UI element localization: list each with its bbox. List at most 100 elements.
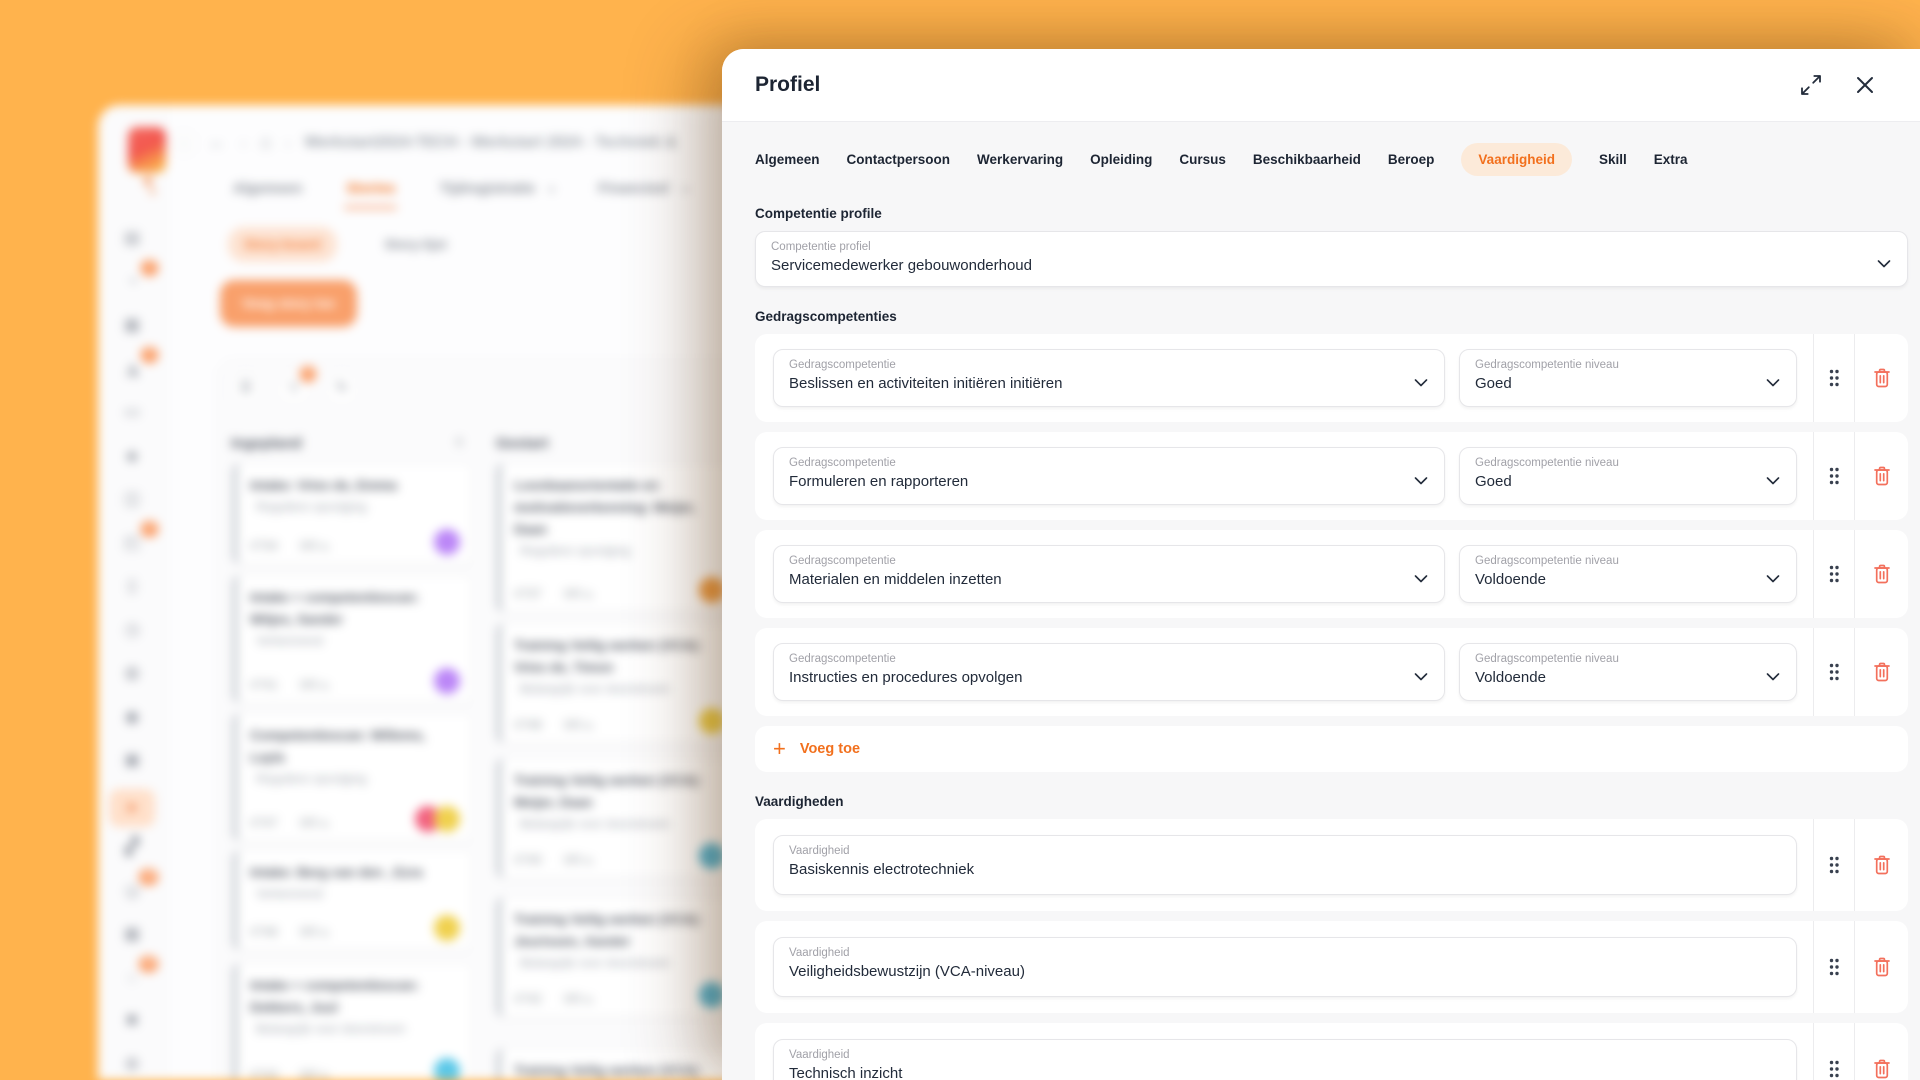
sidebar-item[interactable]: ▭ xyxy=(123,402,141,421)
sidebar-item[interactable]: ◍ xyxy=(124,663,140,682)
delete-button[interactable] xyxy=(1854,921,1908,1013)
drag-handle[interactable] xyxy=(1813,921,1854,1013)
refresh-button[interactable]: ↻ xyxy=(326,372,358,404)
sidebar-item[interactable]: ◷ xyxy=(124,619,140,639)
subtab-story-lijst[interactable]: Story-lijst xyxy=(384,237,447,252)
subtab-story-board[interactable]: Story-board xyxy=(228,227,337,262)
gedragscompetentie-select[interactable]: Gedragscompetentie Materialen en middele… xyxy=(773,545,1445,603)
tab-stories[interactable]: Stories xyxy=(344,181,398,209)
sidebar-item[interactable]: ▤ xyxy=(123,228,141,247)
column-count: 6 xyxy=(456,435,463,449)
sidebar-item[interactable]: ◈ xyxy=(125,445,139,465)
sidebar-item[interactable]: ◫ xyxy=(123,489,141,508)
sidebar-item-active[interactable]: ➤ xyxy=(109,788,155,827)
field-label: Gedragscompetentie xyxy=(789,457,896,469)
field-label: Gedragscompetentie xyxy=(789,359,896,371)
field-label: Gedragscompetentie niveau xyxy=(1475,359,1619,371)
tab-extra[interactable]: Extra xyxy=(1653,152,1688,167)
niveau-select[interactable]: Gedragscompetentie niveau Goed xyxy=(1459,447,1798,505)
expand-icon[interactable] xyxy=(1796,70,1826,100)
story-card[interactable]: Loonbaanorientatie en motivatieverkennin… xyxy=(497,463,737,612)
modal-title: Profiel xyxy=(755,73,821,96)
drag-handle[interactable] xyxy=(1813,334,1854,422)
tab-beschikbaarheid[interactable]: Beschikbaarheid xyxy=(1252,152,1361,167)
story-card[interactable]: Competentiescan: Willems, Layla Regulier… xyxy=(233,713,472,841)
sidebar-item[interactable]: ▯ xyxy=(127,576,137,595)
gedragscompetentie-row: Gedragscompetentie Materialen en middele… xyxy=(755,530,1908,618)
tab-algemeen[interactable]: Algemeen xyxy=(755,152,820,167)
niveau-select[interactable]: Gedragscompetentie niveau Goed xyxy=(1459,349,1798,407)
tab-vaardigheid[interactable]: Vaardigheid xyxy=(1461,143,1572,176)
vaardigheid-input[interactable]: Vaardigheid Veiligheidsbewustzijn (VCA-n… xyxy=(773,937,1798,997)
story-card[interactable]: Intake + competentiescan: Witjes, Sander… xyxy=(233,575,472,703)
story-card[interactable]: Training Veilig werken (VCA): Meerhoven … xyxy=(497,1048,737,1080)
vaardigheid-input[interactable]: Vaardigheid Technisch inzicht xyxy=(773,1039,1798,1080)
avatar xyxy=(434,1058,460,1080)
sidebar-item[interactable]: ▣ xyxy=(123,750,141,769)
drag-handle[interactable] xyxy=(1813,1023,1854,1080)
add-story-button[interactable]: Voeg story toe xyxy=(220,280,357,327)
drag-handle[interactable] xyxy=(1813,819,1854,911)
gedragscompetentie-select[interactable]: Gedragscompetentie Formuleren en rapport… xyxy=(773,447,1445,505)
chevron-down-icon xyxy=(1766,668,1780,686)
delete-button[interactable] xyxy=(1854,628,1908,716)
delete-button[interactable] xyxy=(1854,530,1908,618)
competentie-profiel-select[interactable]: Competentie profiel Servicemedewerker ge… xyxy=(755,231,1908,287)
sidebar-item[interactable]: ▦ xyxy=(123,924,141,943)
sidebar-badge: 23 xyxy=(138,955,158,972)
story-card[interactable]: Training Veilig werken (VCA): Vries de, … xyxy=(497,623,737,743)
gedragscompetentie-select[interactable]: Gedragscompetentie Beslissen en activite… xyxy=(773,349,1445,407)
sidebar-item[interactable]: ✖ xyxy=(124,1011,140,1030)
home-icon[interactable]: ⌂ xyxy=(260,132,272,153)
voeg-toe-button[interactable]: + Voeg toe xyxy=(773,736,861,761)
sidebar-collapse-button[interactable]: › xyxy=(172,131,196,155)
chevron-right-icon: › xyxy=(285,134,291,152)
sidebar-item[interactable]: ◔ 2 xyxy=(112,259,158,297)
back-arrow-icon[interactable]: ← xyxy=(208,132,227,153)
story-card[interactable]: Training Veilig werken (VCA): Meijer, Da… xyxy=(497,758,737,878)
story-card[interactable]: Intake + competentiescan: Dekkers, Juul … xyxy=(233,963,472,1080)
avatar xyxy=(434,806,460,832)
tab-tijdregistratie[interactable]: Tijdregistratie ▾ xyxy=(439,181,555,197)
delete-button[interactable] xyxy=(1854,1023,1908,1080)
story-card[interactable]: Intake: Vries de, Emma Reguliere opvolgi… xyxy=(233,463,472,564)
close-icon[interactable] xyxy=(1850,70,1880,100)
tab-cursus[interactable]: Cursus xyxy=(1179,152,1226,167)
sidebar-item[interactable]: ▦ xyxy=(123,315,141,334)
board-toolbar: ☰ ▽ 5 ↻ xyxy=(230,366,358,404)
vaardigheid-input[interactable]: Vaardigheid Basiskennis electrotechniek xyxy=(773,835,1798,895)
niveau-select[interactable]: Gedragscompetentie niveau Voldoende xyxy=(1459,643,1798,701)
sidebar-item[interactable]: ⚙ xyxy=(124,1054,140,1074)
niveau-select[interactable]: Gedragscompetentie niveau Voldoende xyxy=(1459,545,1798,603)
tab-opleiding[interactable]: Opleiding xyxy=(1090,152,1153,167)
sidebar-item[interactable]: ◉ xyxy=(124,706,140,726)
tab-contactpersoon[interactable]: Contactpersoon xyxy=(846,152,951,167)
filter-button[interactable]: ▽ 5 xyxy=(278,366,316,404)
sidebar-item[interactable]: ◌ 23 xyxy=(112,955,158,993)
gedragscompetenties-list: Gedragscompetentie Beslissen en activite… xyxy=(755,334,1908,772)
sidebar-item[interactable]: ◮ 5 xyxy=(112,346,158,384)
breadcrumb[interactable]: Werkstart2024-TECH - Werkstart 2024 - Te… xyxy=(304,134,677,151)
drag-handle[interactable] xyxy=(1813,432,1854,520)
tab-skill[interactable]: Skill xyxy=(1598,152,1627,167)
tab-financieel[interactable]: Financieel ▾ xyxy=(598,181,689,197)
field-value: Voldoende xyxy=(1475,669,1546,686)
delete-button[interactable] xyxy=(1854,432,1908,520)
sidebar-item[interactable]: ◶ 18 xyxy=(112,868,158,906)
sidebar-item[interactable]: ▞ xyxy=(125,837,139,856)
board-settings-button[interactable]: ☰ xyxy=(230,372,262,404)
delete-button[interactable] xyxy=(1854,334,1908,422)
tab-algemeen[interactable]: Algemeen xyxy=(233,181,303,197)
tab-beroep[interactable]: Beroep xyxy=(1387,152,1435,167)
delete-button[interactable] xyxy=(1854,819,1908,911)
drag-handle[interactable] xyxy=(1813,530,1854,618)
sidebar-item[interactable]: ◰ 6 xyxy=(112,520,158,558)
gedragscompetentie-row: Gedragscompetentie Instructies en proced… xyxy=(755,628,1908,716)
story-card[interactable]: Training Veilig werken (VCA): Jeurissen,… xyxy=(497,897,737,1017)
field-value: Materialen en middelen inzetten xyxy=(789,571,1002,588)
gedragscompetentie-select[interactable]: Gedragscompetentie Instructies en proced… xyxy=(773,643,1445,701)
story-card[interactable]: Intake: Berg van den , Ezra Verkennend #… xyxy=(233,850,472,950)
field-value: Formuleren en rapporteren xyxy=(789,473,969,490)
drag-handle[interactable] xyxy=(1813,628,1854,716)
tab-werkervaring[interactable]: Werkervaring xyxy=(977,152,1064,167)
